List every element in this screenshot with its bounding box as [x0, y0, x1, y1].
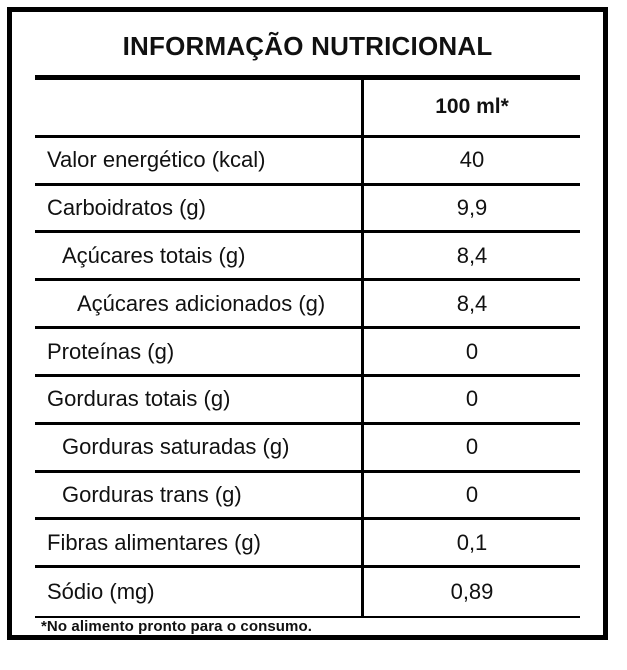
row-value: 0: [361, 329, 580, 374]
table-row-gorduras-totais: Gorduras totais (g) 0: [35, 376, 580, 425]
row-label: Gorduras trans (g): [62, 481, 242, 507]
header-empty-cell: [35, 80, 361, 135]
row-label: Sódio (mg): [47, 579, 155, 605]
row-label: Valor energético (kcal): [47, 147, 266, 173]
row-value: 0: [361, 472, 580, 518]
nutrition-label-frame: INFORMAÇÃO NUTRICIONAL 100 ml* Valor ene…: [7, 7, 608, 640]
table-row-proteinas: Proteínas (g) 0: [35, 329, 580, 377]
table-row-gorduras-saturadas: Gorduras saturadas (g) 0: [35, 424, 580, 473]
table-row-acucares-adicionados: Açúcares adicionados (g) 8,4: [35, 281, 580, 330]
nutrition-table: INFORMAÇÃO NUTRICIONAL 100 ml* Valor ene…: [12, 12, 603, 635]
row-label: Gorduras totais (g): [47, 386, 231, 412]
table-footnote: *No alimento pronto para o consumo.: [41, 618, 313, 636]
table-title: INFORMAÇÃO NUTRICIONAL: [35, 12, 580, 80]
column-header-100ml: 100 ml*: [361, 80, 580, 135]
table-header-row: 100 ml*: [35, 80, 580, 138]
table-row-gorduras-trans: Gorduras trans (g) 0: [35, 472, 580, 521]
row-label: Proteínas (g): [47, 338, 175, 364]
table-row-acucares-totais: Açúcares totais (g) 8,4: [35, 233, 580, 282]
row-label: Açúcares totais (g): [62, 242, 246, 268]
row-value: 8,4: [361, 281, 580, 327]
row-label: Fibras alimentares (g): [47, 529, 261, 555]
row-value: 0,1: [361, 520, 580, 566]
row-label: Gorduras saturadas (g): [62, 434, 290, 460]
table-row-valor-energetico: Valor energético (kcal) 40: [35, 137, 580, 186]
row-label: Carboidratos (g): [47, 195, 206, 221]
row-value: 0: [361, 424, 580, 470]
table-row-sodio: Sódio (mg) 0,89: [35, 568, 580, 619]
row-value: 8,4: [361, 233, 580, 279]
row-label: Açúcares adicionados (g): [77, 290, 326, 316]
row-value: 0,89: [361, 568, 580, 617]
table-row-carboidratos: Carboidratos (g) 9,9: [35, 185, 580, 234]
table-row-fibras-alimentares: Fibras alimentares (g) 0,1: [35, 520, 580, 569]
row-value: 0: [361, 376, 580, 422]
row-value: 9,9: [361, 185, 580, 231]
row-value: 40: [361, 137, 580, 183]
